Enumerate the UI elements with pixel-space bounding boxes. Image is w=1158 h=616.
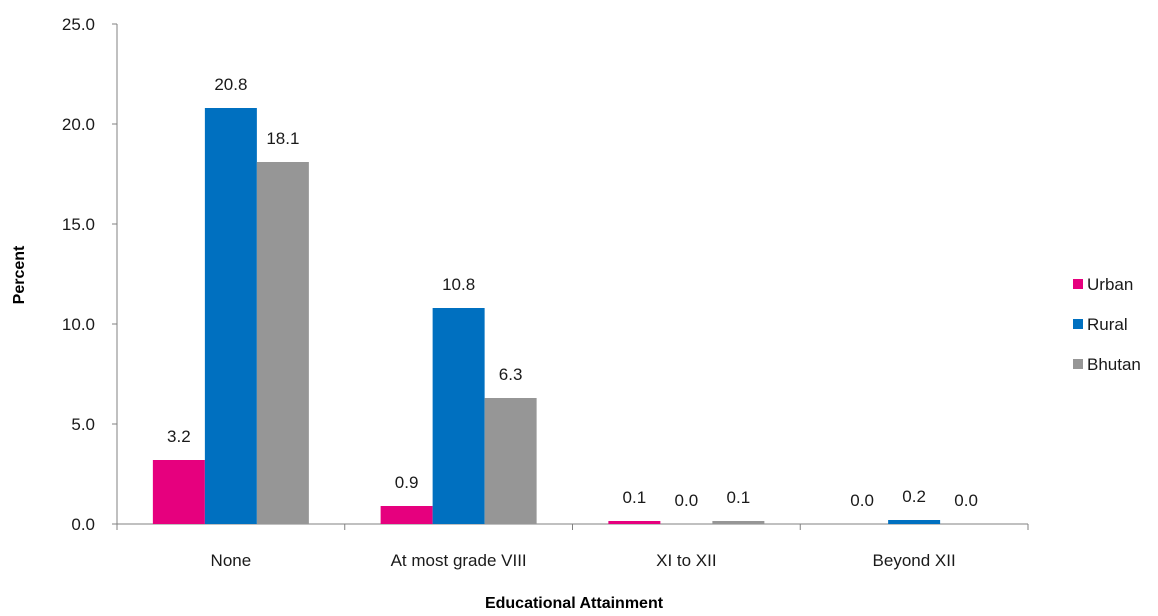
bar-bhutan — [484, 398, 537, 524]
data-label-bhutan: 6.3 — [499, 365, 523, 384]
y-tick-label: 25.0 — [62, 15, 95, 34]
data-label-rural: 0.2 — [902, 487, 926, 506]
data-label-bhutan: 0.1 — [727, 488, 751, 507]
y-tick-label: 0.0 — [71, 515, 95, 534]
legend-swatch-urban — [1073, 279, 1083, 289]
legend-label-bhutan: Bhutan — [1087, 355, 1141, 374]
y-axis-title: Percent — [11, 245, 28, 304]
legend-label-urban: Urban — [1087, 275, 1133, 294]
data-label-rural: 0.0 — [675, 491, 699, 510]
y-tick-label: 5.0 — [71, 415, 95, 434]
data-label-rural: 20.8 — [214, 75, 247, 94]
bar-bhutan — [712, 521, 765, 524]
y-tick-label: 20.0 — [62, 115, 95, 134]
data-labels: 3.2 20.8 18.1 0.9 10.8 6.3 0.1 0.0 0.1 0.0 0.2 0.0 — [167, 75, 978, 510]
bar-rural — [432, 308, 485, 524]
data-label-bhutan: 18.1 — [266, 129, 299, 148]
x-axis: None At most grade VIII XI to XII Beyond XI… — [116, 523, 1029, 570]
legend-swatch-rural — [1073, 319, 1083, 329]
data-label-urban: 0.9 — [395, 473, 419, 492]
bar-urban — [608, 521, 661, 524]
bars — [152, 108, 941, 524]
bar-rural — [204, 108, 257, 524]
x-category-label: Beyond XII — [873, 551, 956, 570]
legend-label-rural: Rural — [1087, 315, 1128, 334]
y-tick-label: 10.0 — [62, 315, 95, 334]
x-category-label: XI to XII — [656, 551, 716, 570]
data-label-urban: 0.1 — [623, 488, 647, 507]
bar-rural — [888, 520, 941, 524]
x-axis-title: Educational Attainment — [485, 595, 664, 612]
data-label-rural: 10.8 — [442, 275, 475, 294]
bar-bhutan — [256, 162, 309, 524]
data-label-urban: 3.2 — [167, 427, 191, 446]
x-category-label: None — [211, 551, 252, 570]
y-tick-label: 15.0 — [62, 215, 95, 234]
bar-urban — [152, 460, 205, 524]
bar-urban — [380, 506, 433, 524]
y-axis: 0.0 5.0 10.0 15.0 20.0 25.0 — [62, 15, 118, 534]
legend-swatch-bhutan — [1073, 359, 1083, 369]
legend: Urban Rural Bhutan — [1073, 275, 1141, 374]
data-label-bhutan: 0.0 — [954, 491, 978, 510]
data-label-urban: 0.0 — [850, 491, 874, 510]
x-category-label: At most grade VIII — [391, 551, 527, 570]
